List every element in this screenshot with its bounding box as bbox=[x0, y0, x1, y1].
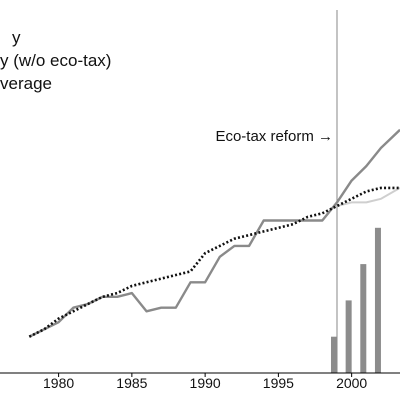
series-line-dotted-black bbox=[28, 186, 400, 338]
legend-entry-3: verage bbox=[0, 74, 52, 93]
x-tick-label-1985: 1985 bbox=[116, 375, 147, 391]
x-tick-label-1980: 1980 bbox=[43, 375, 74, 391]
x-tick-label-2000: 2000 bbox=[336, 375, 367, 391]
reform-marker: Eco-tax reform → bbox=[215, 10, 338, 373]
line-series-group bbox=[28, 128, 400, 338]
bar-series bbox=[330, 227, 381, 373]
x-tick-label-1995: 1995 bbox=[263, 375, 294, 391]
bar-2001 bbox=[360, 264, 367, 373]
bar-1999 bbox=[330, 336, 337, 373]
reform-annotation: Eco-tax reform → bbox=[215, 128, 333, 145]
legend-entry-1: y bbox=[12, 28, 21, 47]
bar-2002 bbox=[374, 227, 381, 373]
bar-2000 bbox=[345, 300, 352, 373]
series-line-solid-light bbox=[336, 187, 400, 207]
legend: y y (w/o eco-tax) verage bbox=[0, 28, 111, 93]
legend-entry-2: y (w/o eco-tax) bbox=[0, 51, 111, 70]
x-tick-label-1990: 1990 bbox=[190, 375, 221, 391]
series-line-solid-gray bbox=[28, 128, 400, 338]
x-axis: 1980 1985 1990 1995 2000 bbox=[0, 372, 400, 391]
